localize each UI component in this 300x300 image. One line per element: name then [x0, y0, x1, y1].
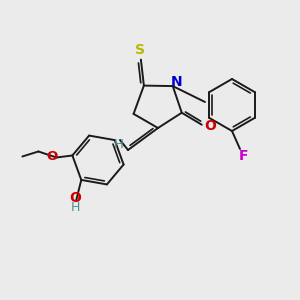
Text: O: O — [69, 191, 81, 205]
Text: F: F — [239, 149, 249, 163]
Text: N: N — [171, 75, 183, 89]
Text: H: H — [114, 139, 124, 152]
Text: O: O — [204, 119, 216, 133]
Text: S: S — [135, 43, 145, 57]
Text: O: O — [47, 150, 58, 163]
Text: H: H — [70, 201, 80, 214]
